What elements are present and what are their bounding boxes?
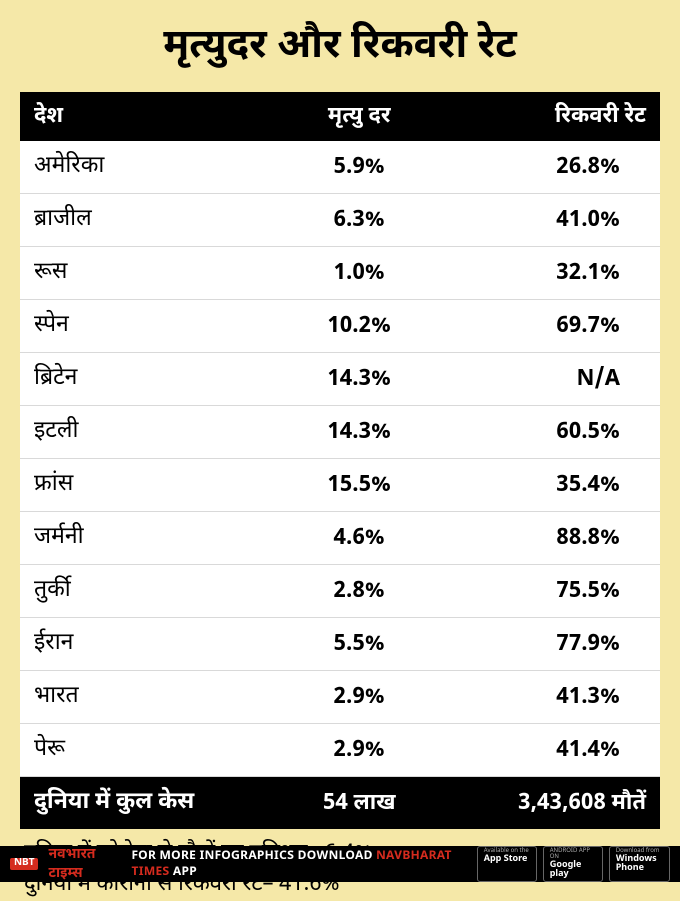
cell-death-rate: 5.9%	[263, 141, 455, 194]
footer-text-prefix: FOR MORE INFOGRAPHICS DOWNLOAD	[132, 848, 377, 864]
cell-death-rate: 15.5%	[263, 459, 455, 512]
cell-country: ब्रिटेन	[20, 353, 263, 406]
infographic-container: मृत्युदर और रिकवरी रेट देश मृत्यु दर रिक…	[0, 0, 680, 882]
brand-badge: NBT	[10, 858, 38, 870]
cell-recovery-rate: N/A	[455, 353, 660, 406]
data-table: देश मृत्यु दर रिकवरी रेट अमेरिका 5.9% 26…	[20, 92, 660, 829]
table-row: तुर्की 2.8% 75.5%	[20, 565, 660, 618]
footer-text-suffix: APP	[169, 864, 197, 880]
cell-death-rate: 5.5%	[263, 618, 455, 671]
table-header-row: देश मृत्यु दर रिकवरी रेट	[20, 92, 660, 141]
cell-country: पेरू	[20, 724, 263, 777]
footer-bar: NBT नवभारत टाइम्स FOR MORE INFOGRAPHICS …	[0, 846, 680, 882]
cell-country: भारत	[20, 671, 263, 724]
cell-recovery-rate: 41.3%	[455, 671, 660, 724]
table-row: पेरू 2.9% 41.4%	[20, 724, 660, 777]
cell-country: ईरान	[20, 618, 263, 671]
cell-death-rate: 14.3%	[263, 353, 455, 406]
cell-country: तुर्की	[20, 565, 263, 618]
cell-recovery-rate: 77.9%	[455, 618, 660, 671]
store-bottom: Google play	[550, 861, 596, 879]
cell-country: जर्मनी	[20, 512, 263, 565]
store-bottom: App Store	[484, 855, 530, 864]
cell-recovery-rate: 88.8%	[455, 512, 660, 565]
cell-recovery-rate: 32.1%	[455, 247, 660, 300]
cell-recovery-rate: 26.8%	[455, 141, 660, 194]
page-title: मृत्युदर और रिकवरी रेट	[20, 18, 660, 92]
cell-death-rate: 2.8%	[263, 565, 455, 618]
col-header-recovery-rate: रिकवरी रेट	[455, 92, 660, 141]
table-row: फ्रांस 15.5% 35.4%	[20, 459, 660, 512]
table-footer-row: दुनिया में कुल केस 54 लाख 3,43,608 मौतें	[20, 777, 660, 830]
col-header-death-rate: मृत्यु दर	[263, 92, 455, 141]
store-bottom: Windows Phone	[616, 855, 663, 873]
table-row: स्पेन 10.2% 69.7%	[20, 300, 660, 353]
cell-death-rate: 10.2%	[263, 300, 455, 353]
table-body: अमेरिका 5.9% 26.8% ब्राजील 6.3% 41.0% रू…	[20, 141, 660, 777]
table-row: ईरान 5.5% 77.9%	[20, 618, 660, 671]
table-row: जर्मनी 4.6% 88.8%	[20, 512, 660, 565]
table-row: इटली 14.3% 60.5%	[20, 406, 660, 459]
cell-recovery-rate: 35.4%	[455, 459, 660, 512]
cell-recovery-rate: 41.0%	[455, 194, 660, 247]
cell-recovery-rate: 75.5%	[455, 565, 660, 618]
windowsphone-badge[interactable]: Download from Windows Phone	[609, 846, 670, 882]
appstore-badge[interactable]: Available on the App Store	[477, 846, 537, 882]
cell-country: इटली	[20, 406, 263, 459]
cell-death-rate: 1.0%	[263, 247, 455, 300]
cell-death-rate: 4.6%	[263, 512, 455, 565]
cell-death-rate: 6.3%	[263, 194, 455, 247]
cell-country: अमेरिका	[20, 141, 263, 194]
brand-text: नवभारत टाइम्स	[48, 845, 121, 883]
footer-text: FOR MORE INFOGRAPHICS DOWNLOAD NAVBHARAT…	[132, 848, 467, 880]
cell-country: फ्रांस	[20, 459, 263, 512]
cell-recovery-rate: 60.5%	[455, 406, 660, 459]
table-row: अमेरिका 5.9% 26.8%	[20, 141, 660, 194]
store-badges: Available on the App Store ANDROID APP O…	[477, 846, 670, 882]
cell-death-rate: 14.3%	[263, 406, 455, 459]
footer-label: दुनिया में कुल केस	[20, 777, 263, 830]
cell-death-rate: 2.9%	[263, 724, 455, 777]
googleplay-badge[interactable]: ANDROID APP ON Google play	[543, 846, 603, 882]
cell-recovery-rate: 41.4%	[455, 724, 660, 777]
cell-recovery-rate: 69.7%	[455, 300, 660, 353]
cell-death-rate: 2.9%	[263, 671, 455, 724]
table-row: भारत 2.9% 41.3%	[20, 671, 660, 724]
cell-country: स्पेन	[20, 300, 263, 353]
table-row: ब्राजील 6.3% 41.0%	[20, 194, 660, 247]
cell-country: रूस	[20, 247, 263, 300]
footer-total-deaths: 3,43,608 मौतें	[455, 777, 660, 830]
col-header-country: देश	[20, 92, 263, 141]
table-row: ब्रिटेन 14.3% N/A	[20, 353, 660, 406]
cell-country: ब्राजील	[20, 194, 263, 247]
footer-total-cases: 54 लाख	[263, 777, 455, 830]
table-row: रूस 1.0% 32.1%	[20, 247, 660, 300]
